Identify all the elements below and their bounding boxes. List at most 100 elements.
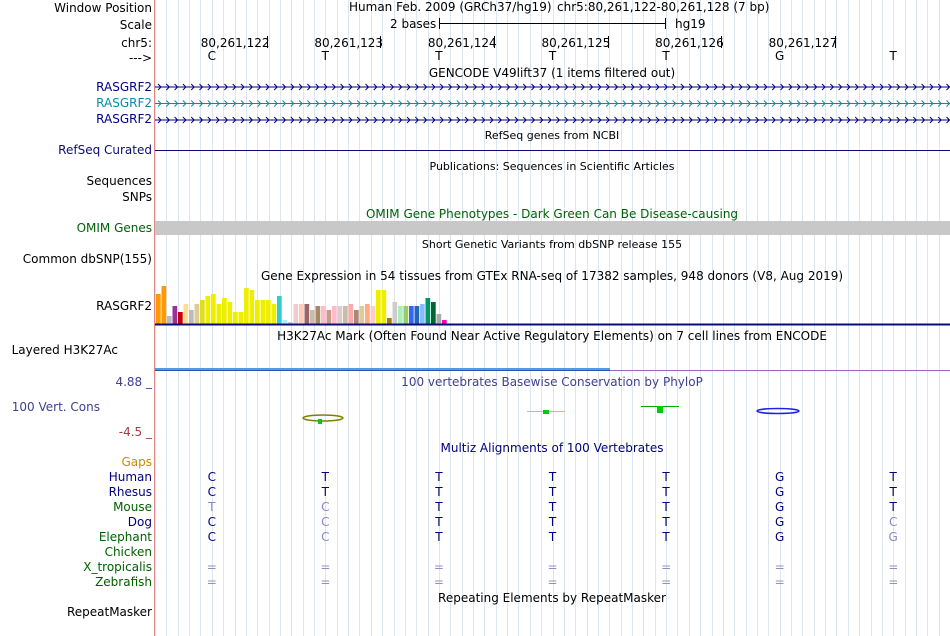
refseq-curated-label[interactable]: RefSeq Curated <box>58 143 152 157</box>
refseq-track-title: RefSeq genes from NCBI <box>484 129 620 142</box>
strand-arrow <box>556 100 561 107</box>
strand-arrow <box>174 116 179 124</box>
multiz-species-label[interactable]: Elephant <box>98 530 152 544</box>
gtex-tissue-bar <box>337 306 343 324</box>
strand-arrow <box>157 116 162 124</box>
gtex-tissue-bar <box>403 306 409 324</box>
strand-arrow <box>622 83 627 91</box>
multiz-aligned-base: G <box>774 530 785 544</box>
ruler-tick-label: 80,261,124 <box>427 36 497 50</box>
strand-arrow <box>273 83 278 91</box>
gtex-expression-bars[interactable] <box>155 284 950 326</box>
omim-genes-label[interactable]: OMIM Genes <box>76 221 152 235</box>
strand-arrow <box>647 116 652 124</box>
strand-arrow <box>373 100 378 107</box>
phylop-conservation-plot[interactable] <box>155 400 950 430</box>
strand-arrow <box>315 83 320 91</box>
multiz-track-title: Multiz Alignments of 100 Vertebrates <box>440 441 664 455</box>
gtex-tissue-bar <box>326 310 332 324</box>
repeatmasker-label[interactable]: RepeatMasker <box>66 605 152 619</box>
strand-arrow <box>929 83 934 91</box>
multiz-aligned-base: = <box>320 575 331 589</box>
strand-arrow <box>240 116 245 124</box>
gtex-tissue-bar <box>293 304 299 324</box>
strand-arrow <box>522 100 527 107</box>
gtex-gene-label[interactable]: RASGRF2 <box>96 299 152 313</box>
multiz-aligned-base: T <box>889 485 897 499</box>
strand-arrow <box>215 83 220 91</box>
track-area[interactable]: Human Feb. 2009 (GRCh37/hg19) chr5:80,26… <box>155 0 950 636</box>
strand-arrow <box>722 83 727 91</box>
gtex-tissue-bar <box>381 290 387 324</box>
strand-arrow <box>755 83 760 91</box>
multiz-aligned-base: T <box>435 530 443 544</box>
gtex-tissue-bar <box>288 322 293 324</box>
multiz-species-label[interactable]: Dog <box>127 515 152 529</box>
phylop-track-label[interactable]: 100 Vert. Cons <box>11 400 100 414</box>
strand-arrow <box>663 100 669 107</box>
strand-arrow <box>763 116 768 124</box>
omim-feature-bar[interactable] <box>155 221 950 235</box>
strand-arrow <box>273 100 278 107</box>
multiz-aligned-base: = <box>433 560 444 574</box>
snps-label[interactable]: SNPs <box>122 190 152 204</box>
strand-arrow <box>854 83 859 91</box>
multiz-species-label[interactable]: Chicken <box>104 545 152 559</box>
strand-arrow <box>547 116 552 124</box>
gencode-gene-label-1[interactable]: RASGRF2 <box>96 80 152 94</box>
gencode-gene-label-2[interactable]: RASGRF2 <box>96 96 152 110</box>
strand-arrow <box>531 100 536 107</box>
strand-arrow <box>481 100 486 107</box>
multiz-aligned-base: = <box>888 575 899 589</box>
reference-base: T <box>435 49 443 63</box>
h3k27ac-signal[interactable] <box>155 366 950 374</box>
gencode-gene-label-3[interactable]: RASGRF2 <box>96 112 152 126</box>
gtex-tissue-bar <box>271 304 277 324</box>
strand-arrow <box>190 83 195 91</box>
gtex-tissue-bar <box>205 296 211 324</box>
ruler-tick-mark <box>834 36 836 48</box>
strand-arrow <box>738 116 743 124</box>
refseq-gene-line[interactable] <box>155 150 950 151</box>
gtex-tissue-bar <box>200 300 205 324</box>
dbsnp-track-title: Short Genetic Variants from dbSNP releas… <box>421 238 683 251</box>
strand-arrow <box>315 116 320 124</box>
multiz-aligned-base: T <box>548 485 557 499</box>
strand-arrow <box>307 116 312 124</box>
strand-arrow <box>224 83 229 91</box>
publications-track-title: Publications: Sequences in Scientific Ar… <box>429 160 675 173</box>
multiz-species-label[interactable]: X_tropicalis <box>83 560 152 574</box>
multiz-aligned-base: = <box>661 575 672 589</box>
gtex-tissue-bar <box>282 320 288 324</box>
multiz-aligned-base: T <box>548 515 557 529</box>
multiz-aligned-base: = <box>661 560 672 574</box>
multiz-aligned-base: = <box>888 560 899 574</box>
strand-arrow <box>298 83 303 91</box>
strand-arrow <box>722 100 727 107</box>
scale-bar-left-tick <box>439 18 440 29</box>
dbsnp-label[interactable]: Common dbSNP(155) <box>22 252 152 266</box>
multiz-species-label[interactable]: Mouse <box>113 500 152 514</box>
h3k27ac-label[interactable]: Layered H3K27Ac <box>11 343 118 357</box>
multiz-aligned-base: C <box>321 500 330 514</box>
strand-arrow <box>937 100 942 107</box>
strand-arrow <box>805 83 810 91</box>
strand-arrow <box>265 83 270 91</box>
strand-arrow <box>846 83 851 91</box>
strand-arrow <box>888 100 893 107</box>
gtex-tissue-bar <box>244 288 249 324</box>
multiz-species-label[interactable]: Human <box>108 470 152 484</box>
multiz-species-label[interactable]: Rhesus <box>108 485 152 499</box>
ruler-tick-label: 80,261,125 <box>541 36 611 50</box>
multiz-aligned-base: G <box>774 485 785 499</box>
gtex-tissue-bar <box>310 310 315 324</box>
sequences-label[interactable]: Sequences <box>86 174 152 188</box>
multiz-aligned-base: C <box>321 530 330 544</box>
strand-arrow <box>531 116 536 124</box>
gencode-gene-features[interactable] <box>155 80 950 126</box>
strand-arrow <box>904 83 909 91</box>
strand-arrow <box>564 100 569 107</box>
phylop-max-label: 4.88 _ <box>115 375 152 389</box>
multiz-species-label[interactable]: Zebrafish <box>95 575 152 589</box>
multiz-aligned-base: = <box>320 560 331 574</box>
